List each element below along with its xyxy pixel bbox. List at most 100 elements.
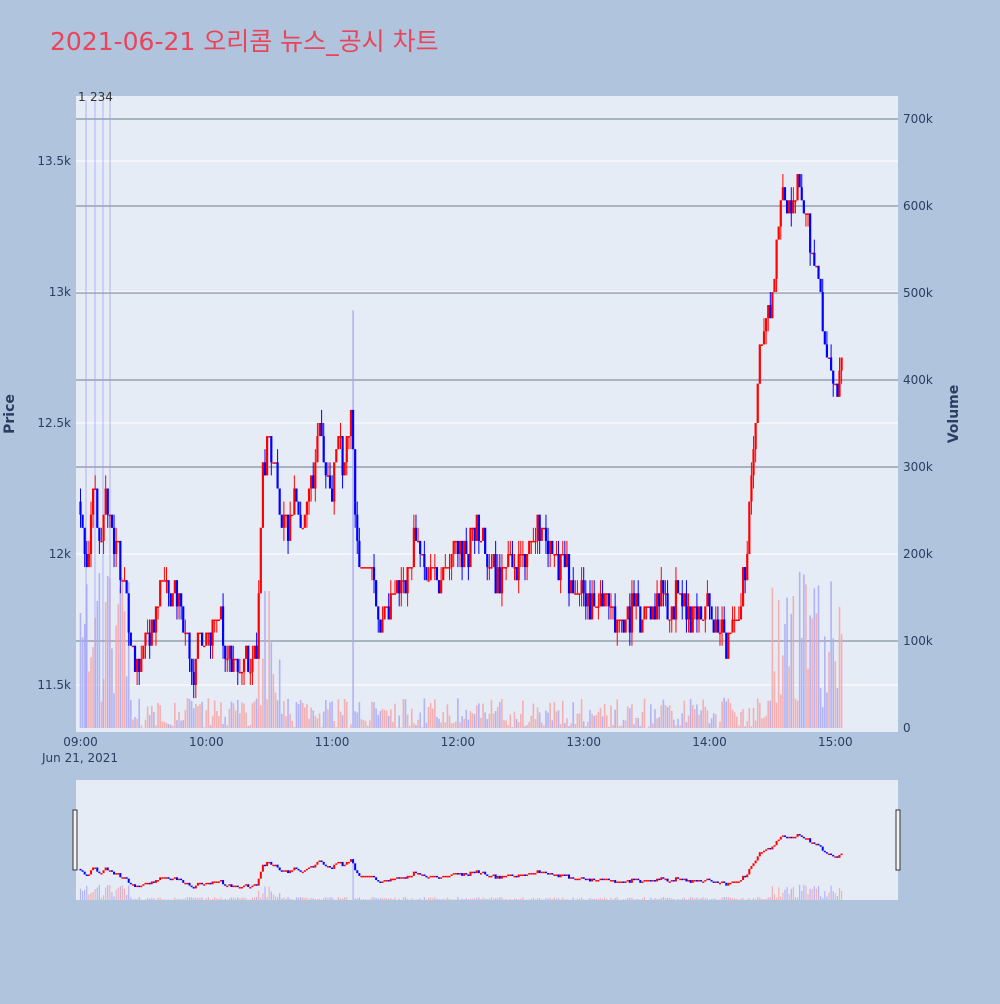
candle-body — [348, 436, 350, 438]
slider-volume-bar — [283, 897, 284, 900]
volume-bar — [700, 710, 702, 728]
candle-body — [778, 227, 780, 240]
volume-bar — [206, 710, 208, 728]
volume-bar — [101, 702, 103, 728]
slider-volume-bar — [149, 899, 150, 900]
volume-bar — [296, 702, 298, 728]
slider-candle — [384, 880, 386, 882]
slider-candle — [637, 879, 639, 881]
slider-candle — [746, 874, 748, 877]
slider-volume-bar — [388, 899, 389, 900]
volume-bar — [629, 708, 631, 728]
candle-body — [96, 489, 98, 528]
candle-body — [176, 580, 178, 606]
volume-bar — [155, 725, 157, 728]
slider-candle — [333, 865, 335, 869]
volume-bar — [742, 709, 744, 728]
slider-volume-bar — [837, 896, 838, 900]
slider-candle — [467, 874, 469, 876]
candle-body — [94, 489, 96, 491]
volume-bar — [797, 701, 799, 728]
slider-candle — [398, 877, 400, 879]
slider-candle — [488, 876, 490, 878]
slider-candle — [329, 866, 331, 868]
slider-volume-bar — [157, 898, 158, 900]
slider-candle — [646, 880, 648, 882]
volume-bar — [317, 718, 319, 728]
candle-body — [84, 528, 86, 554]
volume-bar — [266, 699, 268, 728]
range-slider[interactable] — [76, 780, 898, 900]
volume-bar — [711, 718, 713, 728]
volume-bar — [835, 661, 837, 728]
slider-candle — [761, 852, 763, 854]
volume-bar — [606, 715, 608, 728]
candle-body — [264, 462, 266, 475]
volume-bar — [482, 704, 484, 728]
volume-tick-label: 600k — [903, 199, 933, 213]
price-tick-label: 13.5k — [37, 154, 71, 168]
candle-body — [721, 620, 723, 633]
candle-body — [356, 515, 358, 541]
volume-bar — [520, 714, 522, 728]
volume-bar — [495, 711, 497, 728]
volume-bar — [455, 722, 457, 728]
candle-body — [551, 541, 553, 554]
candle-body — [710, 606, 712, 619]
slider-volume-bar — [713, 899, 714, 900]
candle-body — [167, 580, 169, 593]
slider-candle — [514, 876, 516, 878]
candle-body — [836, 384, 838, 397]
slider-candle — [356, 870, 358, 873]
slider-candle — [734, 881, 736, 883]
slider-candle — [455, 873, 457, 875]
slider-volume-bar — [116, 890, 117, 900]
volume-bar — [132, 720, 134, 728]
candle-body — [352, 410, 354, 449]
slider-volume-bar — [831, 886, 832, 900]
candle-body — [203, 646, 205, 648]
volume-bar — [816, 613, 818, 728]
slider-volume-bar — [573, 897, 574, 900]
slider-candle — [111, 870, 113, 872]
candle-body — [673, 606, 675, 619]
slider-volume-bar — [181, 899, 182, 900]
slider-volume-bar — [797, 897, 798, 900]
slider-volume-bar — [137, 899, 138, 900]
slider-candle — [260, 872, 262, 879]
slider-candle — [681, 879, 683, 881]
slider-candle — [654, 880, 656, 882]
volume-bar — [503, 720, 505, 728]
slider-volume-bar — [323, 898, 324, 900]
slider-volume-bar — [220, 897, 221, 900]
slider-candle — [199, 883, 201, 885]
slider-candle — [268, 862, 270, 864]
candle-body — [241, 672, 243, 674]
candle-body — [713, 620, 715, 633]
range-slider-left-handle[interactable] — [73, 810, 77, 870]
candle-body — [513, 567, 515, 569]
slider-candle — [214, 881, 216, 883]
slider-volume-bar — [461, 899, 462, 900]
volume-bar — [199, 704, 201, 728]
candle-body — [566, 554, 568, 567]
candle-body — [601, 593, 603, 606]
price-axis-title: Price — [2, 394, 18, 434]
slider-candle — [530, 873, 532, 875]
volume-bar — [151, 706, 153, 728]
volume-bar — [210, 725, 212, 728]
slider-candle — [321, 861, 323, 863]
x-tick-label: 11:00 — [315, 735, 350, 749]
slider-candle — [648, 880, 650, 882]
slider-volume-bar — [562, 897, 563, 900]
slider-volume-bar — [329, 897, 330, 900]
volume-bar — [145, 720, 147, 728]
candle-body — [188, 633, 190, 659]
candle-body — [362, 567, 364, 569]
volume-bar — [96, 601, 98, 728]
range-slider-right-handle[interactable] — [896, 810, 900, 870]
candle-body — [427, 580, 429, 582]
candle-body — [750, 475, 752, 501]
volume-bar — [189, 699, 191, 728]
slider-candle — [692, 880, 694, 883]
